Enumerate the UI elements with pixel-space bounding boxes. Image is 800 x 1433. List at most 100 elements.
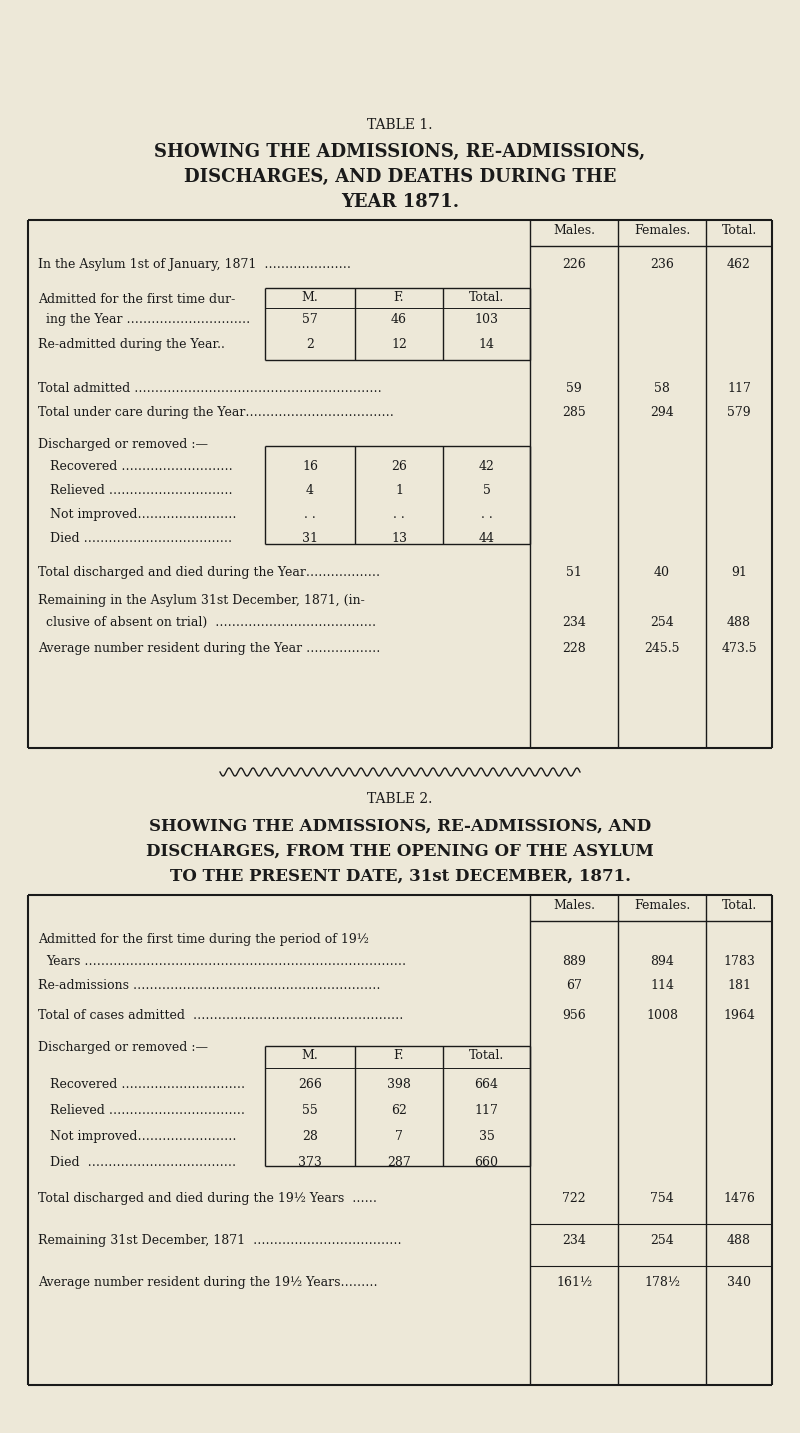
Text: 285: 285 (562, 406, 586, 418)
Text: 1783: 1783 (723, 954, 755, 969)
Text: 254: 254 (650, 1234, 674, 1247)
Text: 226: 226 (562, 258, 586, 271)
Text: Males.: Males. (553, 224, 595, 236)
Text: Re-admissions ……………………………………………………: Re-admissions …………………………………………………… (38, 979, 381, 992)
Text: 236: 236 (650, 258, 674, 271)
Text: . .: . . (393, 509, 405, 522)
Text: Not improved……………………: Not improved…………………… (50, 1131, 237, 1144)
Text: 4: 4 (306, 484, 314, 497)
Text: 664: 664 (474, 1078, 498, 1091)
Text: TABLE 2.: TABLE 2. (367, 792, 433, 805)
Text: 340: 340 (727, 1275, 751, 1290)
Text: Total under care during the Year………………………………: Total under care during the Year……………………… (38, 406, 394, 418)
Text: Average number resident during the Year ………………: Average number resident during the Year … (38, 642, 380, 655)
Text: F.: F. (394, 1049, 404, 1062)
Text: Males.: Males. (553, 898, 595, 911)
Text: 956: 956 (562, 1009, 586, 1022)
Text: 57: 57 (302, 312, 318, 325)
Text: Total.: Total. (469, 1049, 504, 1062)
Text: Re-admitted during the Year..: Re-admitted during the Year.. (38, 338, 225, 351)
Text: 178½: 178½ (644, 1275, 680, 1290)
Text: M.: M. (302, 1049, 318, 1062)
Text: 44: 44 (478, 532, 494, 545)
Text: 55: 55 (302, 1103, 318, 1116)
Text: 114: 114 (650, 979, 674, 992)
Text: clusive of absent on trial)  …………………………………: clusive of absent on trial) ………………………………… (46, 616, 376, 629)
Text: 1964: 1964 (723, 1009, 755, 1022)
Text: Females.: Females. (634, 224, 690, 236)
Text: 181: 181 (727, 979, 751, 992)
Text: SHOWING THE ADMISSIONS, RE-ADMISSIONS, AND: SHOWING THE ADMISSIONS, RE-ADMISSIONS, A… (149, 818, 651, 835)
Text: 488: 488 (727, 616, 751, 629)
Text: Died ………………………………: Died ……………………………… (50, 532, 232, 545)
Text: Females.: Females. (634, 898, 690, 911)
Text: 254: 254 (650, 616, 674, 629)
Text: Total.: Total. (722, 898, 757, 911)
Text: 31: 31 (302, 532, 318, 545)
Text: 754: 754 (650, 1192, 674, 1205)
Text: 234: 234 (562, 1234, 586, 1247)
Text: YEAR 1871.: YEAR 1871. (341, 193, 459, 211)
Text: 26: 26 (391, 460, 407, 473)
Text: 12: 12 (391, 338, 407, 351)
Text: 579: 579 (727, 406, 751, 418)
Text: DISCHARGES, AND DEATHS DURING THE: DISCHARGES, AND DEATHS DURING THE (184, 168, 616, 186)
Text: 117: 117 (727, 383, 751, 396)
Text: 234: 234 (562, 616, 586, 629)
Text: 161½: 161½ (556, 1275, 592, 1290)
Text: SHOWING THE ADMISSIONS, RE-ADMISSIONS,: SHOWING THE ADMISSIONS, RE-ADMISSIONS, (154, 143, 646, 160)
Text: 228: 228 (562, 642, 586, 655)
Text: 1008: 1008 (646, 1009, 678, 1022)
Text: Recovered ………………………: Recovered ……………………… (50, 460, 233, 473)
Text: M.: M. (302, 291, 318, 304)
Text: Relieved …………………………: Relieved ………………………… (50, 484, 233, 497)
Text: Admitted for the first time during the period of 19½: Admitted for the first time during the p… (38, 933, 369, 946)
Text: 660: 660 (474, 1156, 498, 1169)
Text: 58: 58 (654, 383, 670, 396)
Text: 91: 91 (731, 566, 747, 579)
Text: 67: 67 (566, 979, 582, 992)
Text: DISCHARGES, FROM THE OPENING OF THE ASYLUM: DISCHARGES, FROM THE OPENING OF THE ASYL… (146, 843, 654, 860)
Text: 473.5: 473.5 (721, 642, 757, 655)
Text: 2: 2 (306, 338, 314, 351)
Text: 117: 117 (474, 1103, 498, 1116)
Text: TABLE 1.: TABLE 1. (367, 118, 433, 132)
Text: 488: 488 (727, 1234, 751, 1247)
Text: Admitted for the first time dur-: Admitted for the first time dur- (38, 292, 235, 307)
Text: 46: 46 (391, 312, 407, 325)
Text: Remaining 31st December, 1871  ………………………………: Remaining 31st December, 1871 …………………………… (38, 1234, 402, 1247)
Text: 42: 42 (478, 460, 494, 473)
Text: 40: 40 (654, 566, 670, 579)
Text: 294: 294 (650, 406, 674, 418)
Text: Died  ………………………………: Died ……………………………… (50, 1156, 236, 1169)
Text: 51: 51 (566, 566, 582, 579)
Text: Total discharged and died during the Year………………: Total discharged and died during the Yea… (38, 566, 380, 579)
Text: Discharged or removed :—: Discharged or removed :— (38, 438, 208, 451)
Text: 287: 287 (387, 1156, 411, 1169)
Text: Relieved ……………………………: Relieved …………………………… (50, 1103, 245, 1116)
Text: Total admitted ……………………………………………………: Total admitted …………………………………………………… (38, 383, 382, 396)
Text: Remaining in the Asylum 31st December, 1871, (in-: Remaining in the Asylum 31st December, 1… (38, 595, 365, 608)
Text: 462: 462 (727, 258, 751, 271)
Text: ing the Year …………………………: ing the Year ………………………… (46, 312, 250, 325)
Text: 889: 889 (562, 954, 586, 969)
Text: Not improved……………………: Not improved…………………… (50, 509, 237, 522)
Text: F.: F. (394, 291, 404, 304)
Text: 59: 59 (566, 383, 582, 396)
Text: 398: 398 (387, 1078, 411, 1091)
Text: Years ……………………………………………………………………: Years …………………………………………………………………… (46, 954, 406, 969)
Text: 894: 894 (650, 954, 674, 969)
Text: 5: 5 (482, 484, 490, 497)
Text: Total.: Total. (469, 291, 504, 304)
Text: 266: 266 (298, 1078, 322, 1091)
Text: 1476: 1476 (723, 1192, 755, 1205)
Text: Discharged or removed :—: Discharged or removed :— (38, 1040, 208, 1055)
Text: Total of cases admitted  ……………………………………………: Total of cases admitted …………………………………………… (38, 1009, 403, 1022)
Text: 7: 7 (395, 1131, 403, 1144)
Text: 373: 373 (298, 1156, 322, 1169)
Text: 28: 28 (302, 1131, 318, 1144)
Text: 35: 35 (478, 1131, 494, 1144)
Text: . .: . . (304, 509, 316, 522)
Text: 722: 722 (562, 1192, 586, 1205)
Text: 16: 16 (302, 460, 318, 473)
